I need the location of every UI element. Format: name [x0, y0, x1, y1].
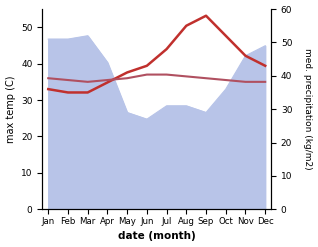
Y-axis label: max temp (C): max temp (C): [5, 75, 16, 143]
Y-axis label: med. precipitation (kg/m2): med. precipitation (kg/m2): [303, 48, 313, 170]
X-axis label: date (month): date (month): [118, 231, 196, 242]
